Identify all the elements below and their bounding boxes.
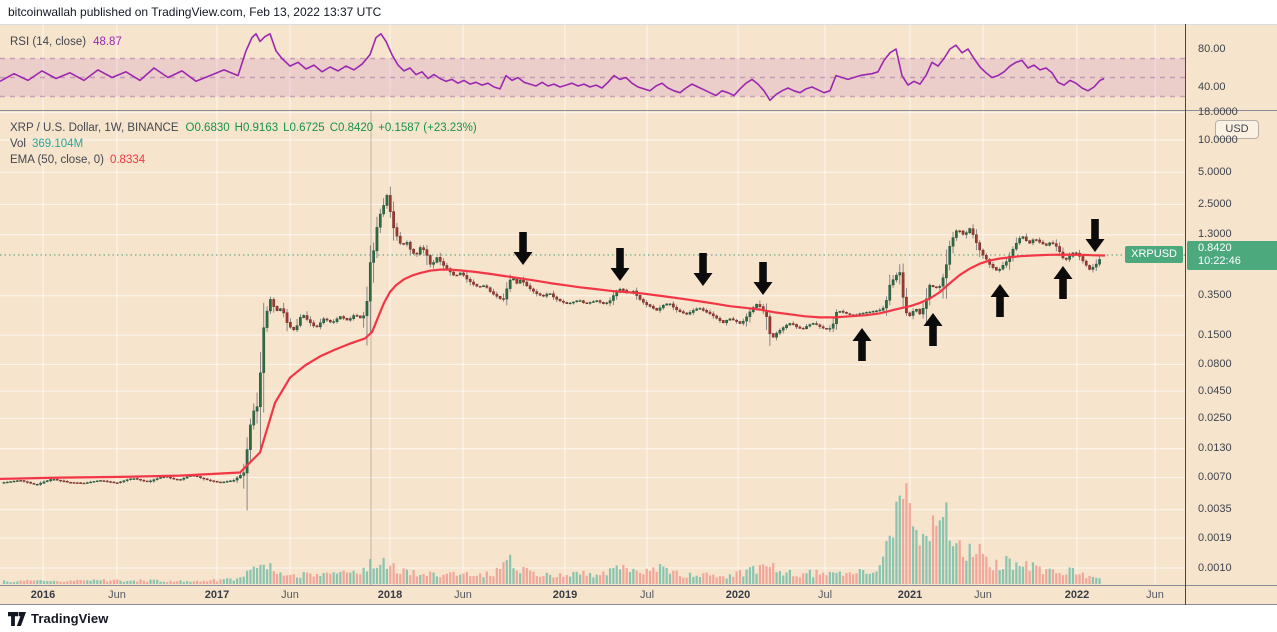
price-axis[interactable]: USD 0.8420 10:22:46 80.00 40.00 18.0000 10.… bbox=[1185, 24, 1277, 605]
footer: TradingView bbox=[0, 605, 1277, 632]
time-axis-label: 2022 bbox=[1064, 589, 1090, 601]
price-axis-label: 0.0450 bbox=[1198, 385, 1232, 397]
time-axis-label: 2016 bbox=[30, 589, 56, 601]
time-axis-label: Jul bbox=[639, 589, 655, 601]
currency-toggle-button[interactable]: USD bbox=[1215, 120, 1259, 139]
time-axis-label: 2021 bbox=[897, 589, 923, 601]
volume-legend-row: Vol 369.104M bbox=[10, 136, 477, 152]
time-axis-label: Jul bbox=[817, 589, 833, 601]
price-axis-label: 10.0000 bbox=[1198, 134, 1238, 146]
countdown-timer: 10:22:46 bbox=[1198, 255, 1241, 267]
ohlc-close: C0.8420 bbox=[329, 122, 374, 134]
volume-value: 369.104M bbox=[32, 138, 84, 150]
price-axis-label: 0.1500 bbox=[1198, 329, 1232, 341]
symbol-price-label: XRPUSD bbox=[1125, 246, 1183, 263]
rsi-scale-label: 40.00 bbox=[1198, 81, 1226, 93]
tradingview-logo-icon bbox=[8, 611, 26, 626]
time-axis-label: Jun bbox=[281, 589, 299, 601]
price-axis-label: 1.3000 bbox=[1198, 228, 1232, 240]
time-axis-label: 2020 bbox=[725, 589, 751, 601]
price-axis-label: 0.0130 bbox=[1198, 442, 1232, 454]
pane-separator-rsi-main[interactable] bbox=[0, 110, 1277, 111]
time-axis-label: Jun bbox=[1146, 589, 1164, 601]
price-axis-label: 0.0010 bbox=[1198, 562, 1232, 574]
price-axis-label: 0.0019 bbox=[1198, 532, 1232, 544]
time-axis-label: 2018 bbox=[377, 589, 403, 601]
price-axis-label: 0.0070 bbox=[1198, 471, 1232, 483]
ohlc-high: H0.9163 bbox=[234, 122, 279, 134]
price-pane[interactable] bbox=[0, 110, 1185, 585]
rsi-legend: RSI (14, close) 48.87 bbox=[10, 34, 122, 50]
ema-label: EMA (50, close, 0) bbox=[10, 154, 104, 166]
chart-background bbox=[0, 24, 1277, 605]
time-axis-label: Jun bbox=[108, 589, 126, 601]
tradingview-logo-text: TradingView bbox=[31, 611, 109, 626]
ema-legend-row: EMA (50, close, 0) 0.8334 bbox=[10, 152, 477, 168]
price-axis-label: 0.0800 bbox=[1198, 358, 1232, 370]
symbol-legend-row-main: XRP / U.S. Dollar, 1W, BINANCE O0.6830 H0.… bbox=[10, 120, 477, 136]
up-arrow-annotation bbox=[923, 313, 943, 346]
ohlc-low: L0.6725 bbox=[283, 122, 325, 134]
rsi-pane[interactable] bbox=[0, 24, 1185, 110]
price-axis-label: 0.0035 bbox=[1198, 503, 1232, 515]
down-arrow-annotation bbox=[753, 262, 773, 295]
ohlc-open: O0.6830 bbox=[185, 122, 230, 134]
down-arrow-annotation bbox=[610, 248, 630, 281]
symbol-price-label-text: XRPUSD bbox=[1131, 248, 1177, 260]
price-axis-label: 2.5000 bbox=[1198, 198, 1232, 210]
time-axis-label: Jun bbox=[974, 589, 992, 601]
chart-bottom-border bbox=[0, 604, 1277, 605]
price-axis-label: 5.0000 bbox=[1198, 166, 1232, 178]
tradingview-logo[interactable]: TradingView bbox=[8, 611, 108, 626]
ema-value: 0.8334 bbox=[109, 154, 146, 166]
price-axis-label: 0.3500 bbox=[1198, 289, 1232, 301]
time-axis-label: Jun bbox=[454, 589, 472, 601]
down-arrow-annotation bbox=[1085, 219, 1105, 252]
current-price-value: 0.8420 bbox=[1198, 242, 1232, 254]
symbol-legend: XRP / U.S. Dollar, 1W, BINANCE O0.6830 H0.… bbox=[10, 120, 477, 168]
symbol-title: XRP / U.S. Dollar, 1W, BINANCE bbox=[10, 122, 179, 134]
publish-info-text: bitcoinwallah published on TradingView.c… bbox=[8, 5, 382, 19]
volume-label: Vol bbox=[10, 138, 26, 150]
down-arrow-annotation bbox=[693, 253, 713, 286]
pane-separator-time-axis bbox=[0, 585, 1277, 586]
down-arrow-annotation bbox=[513, 232, 533, 265]
time-axis-label: 2019 bbox=[552, 589, 578, 601]
candlestick-series bbox=[2, 186, 1101, 511]
trend-arrows bbox=[513, 219, 1105, 361]
up-arrow-annotation bbox=[852, 328, 872, 361]
up-arrow-annotation bbox=[990, 284, 1010, 317]
time-axis-label: 2017 bbox=[204, 589, 230, 601]
rsi-legend-title: RSI (14, close) bbox=[10, 36, 87, 48]
rsi-line bbox=[0, 33, 1105, 102]
up-arrow-annotation bbox=[1053, 266, 1073, 299]
rsi-scale-label: 80.00 bbox=[1198, 43, 1226, 55]
publish-header: bitcoinwallah published on TradingView.c… bbox=[0, 0, 1277, 24]
time-axis[interactable]: 2016 Jun 2017 Jun 2018 Jun 2019 Jul 2020 Jul 2021 J… bbox=[0, 585, 1185, 605]
current-price-badge: 0.8420 10:22:46 bbox=[1187, 241, 1277, 270]
ema-line bbox=[0, 253, 1106, 480]
price-change: +0.1587 (+23.23%) bbox=[378, 122, 477, 134]
rsi-legend-value: 48.87 bbox=[93, 36, 122, 48]
price-axis-label: 18.0000 bbox=[1198, 106, 1238, 118]
pane-separator-top bbox=[0, 24, 1277, 25]
volume-series bbox=[2, 483, 1101, 584]
price-axis-label: 0.0250 bbox=[1198, 412, 1232, 424]
